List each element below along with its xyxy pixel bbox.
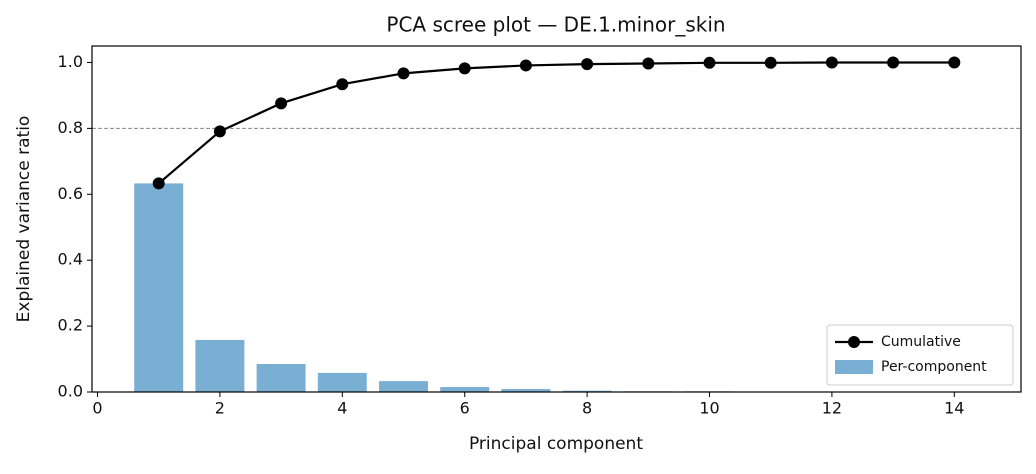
bar bbox=[440, 387, 489, 392]
chart-title: PCA scree plot — DE.1.minor_skin bbox=[386, 13, 725, 37]
x-tick-label: 12 bbox=[822, 399, 842, 418]
marker bbox=[398, 67, 410, 79]
marker bbox=[948, 56, 960, 68]
line bbox=[159, 62, 955, 183]
bar bbox=[257, 364, 306, 392]
y-tick-label: 0.8 bbox=[58, 118, 83, 137]
y-tick-label: 0.0 bbox=[58, 382, 83, 401]
legend-label: Per-component bbox=[881, 359, 987, 375]
x-tick-label: 0 bbox=[92, 399, 102, 418]
marker bbox=[887, 56, 899, 68]
x-tick-label: 6 bbox=[460, 399, 470, 418]
x-axis-label: Principal component bbox=[469, 434, 643, 454]
marker bbox=[520, 59, 532, 71]
marker bbox=[214, 125, 226, 137]
x-tick-label: 14 bbox=[944, 399, 964, 418]
marker bbox=[336, 78, 348, 90]
y-tick-label: 0.2 bbox=[58, 316, 83, 335]
y-tick-label: 1.0 bbox=[58, 52, 83, 71]
y-tick-label: 0.4 bbox=[58, 250, 83, 269]
x-tick-label: 8 bbox=[582, 399, 592, 418]
marker bbox=[703, 57, 715, 69]
legend-swatch bbox=[835, 360, 873, 374]
marker bbox=[459, 62, 471, 74]
bar bbox=[379, 381, 428, 392]
x-tick-label: 4 bbox=[337, 399, 347, 418]
x-tick-label: 2 bbox=[215, 399, 225, 418]
y-axis-label: Explained variance ratio bbox=[14, 116, 34, 323]
marker bbox=[275, 97, 287, 109]
y-tick-label: 0.6 bbox=[58, 184, 83, 203]
bar bbox=[318, 373, 367, 392]
marker bbox=[581, 58, 593, 70]
marker bbox=[153, 177, 165, 189]
bar bbox=[195, 340, 244, 392]
legend-marker bbox=[848, 336, 860, 348]
legend-label: Cumulative bbox=[881, 334, 961, 350]
bar bbox=[134, 183, 183, 392]
x-tick-label: 10 bbox=[699, 399, 719, 418]
marker bbox=[826, 56, 838, 68]
marker bbox=[642, 57, 654, 69]
marker bbox=[765, 57, 777, 69]
legend: Cumulative Per-component bbox=[827, 325, 1013, 385]
